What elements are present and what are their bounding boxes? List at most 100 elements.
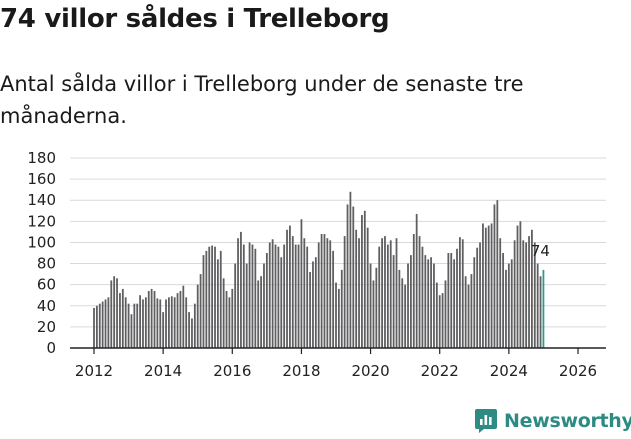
bar [95, 305, 98, 348]
x-tick-label: 2012 [75, 362, 113, 380]
bar [358, 238, 360, 348]
bar [216, 259, 219, 348]
bar [306, 246, 309, 348]
bar [458, 237, 461, 348]
bar [179, 291, 182, 348]
y-tick-label: 140 [27, 191, 56, 209]
bar [136, 303, 139, 348]
bar [251, 244, 254, 348]
bar [487, 225, 490, 348]
newsworthy-logo-icon [475, 409, 497, 433]
bar [496, 200, 499, 348]
bar [479, 242, 481, 348]
bar [531, 229, 533, 348]
bar [407, 263, 409, 348]
x-tick-label: 2026 [559, 362, 597, 380]
bar [93, 307, 95, 348]
bar [234, 263, 237, 348]
bar [525, 242, 528, 348]
bar [165, 299, 167, 348]
bar [438, 295, 441, 348]
bar [196, 284, 199, 348]
data-label-latest: 74 [531, 242, 550, 260]
bar [332, 250, 335, 348]
bar [482, 223, 484, 348]
bar [505, 269, 507, 348]
bar [335, 282, 337, 348]
bar [372, 280, 375, 348]
bar [352, 206, 355, 348]
x-tick-label: 2024 [490, 362, 528, 380]
bar [283, 244, 286, 348]
bar [297, 244, 300, 348]
bar [225, 291, 228, 348]
bar [433, 263, 435, 348]
bar [274, 244, 277, 348]
bar [133, 303, 136, 348]
x-tick-label: 2020 [351, 362, 389, 380]
bar [211, 245, 214, 348]
bar [381, 238, 383, 348]
chart-subtitle: Antal sålda villor i Trelleborg under de… [0, 72, 524, 128]
bar [340, 269, 343, 348]
bar [378, 246, 381, 348]
bar [430, 257, 432, 348]
bar [519, 221, 522, 348]
bar [150, 288, 153, 348]
bar [124, 297, 127, 348]
y-tick-label: 0 [46, 339, 56, 357]
bar [237, 238, 239, 348]
bar [528, 236, 530, 348]
bar [205, 250, 208, 348]
bar [412, 234, 415, 348]
bar [404, 284, 407, 348]
bar [107, 297, 110, 348]
y-tick-label: 40 [37, 297, 56, 315]
x-tick-label: 2022 [421, 362, 459, 380]
bar [130, 314, 133, 348]
bar [320, 234, 323, 348]
bar [139, 295, 141, 348]
bar [435, 282, 438, 348]
bar [415, 213, 418, 348]
bar [142, 299, 144, 348]
bar [424, 255, 427, 348]
bar [453, 259, 456, 348]
bar [418, 236, 421, 348]
bar [182, 285, 185, 348]
bar [522, 240, 525, 348]
bar [144, 297, 147, 348]
bar [309, 272, 311, 348]
y-tick-label: 80 [37, 255, 56, 273]
bar [162, 312, 165, 348]
bar [467, 284, 470, 348]
bar [156, 298, 159, 348]
bar [208, 246, 211, 348]
bar [510, 259, 513, 348]
bar [337, 288, 340, 348]
bar [507, 263, 510, 348]
bar [536, 263, 539, 348]
bar [119, 293, 121, 348]
bar [294, 244, 297, 348]
bar [289, 225, 291, 348]
bar [110, 280, 113, 348]
bar [314, 257, 317, 348]
bar [441, 293, 444, 348]
bar [176, 293, 179, 348]
bar [263, 263, 265, 348]
bar [127, 303, 130, 348]
bar [343, 236, 346, 348]
bar [395, 238, 398, 348]
bar [369, 263, 372, 348]
bar [202, 255, 205, 348]
y-tick-label: 180 [27, 149, 56, 167]
bar [265, 253, 268, 348]
bar [533, 242, 536, 348]
bar [153, 291, 156, 348]
bar [101, 301, 104, 348]
bar [493, 204, 496, 348]
bar [191, 318, 193, 348]
bar [490, 223, 493, 348]
bar [185, 297, 188, 348]
